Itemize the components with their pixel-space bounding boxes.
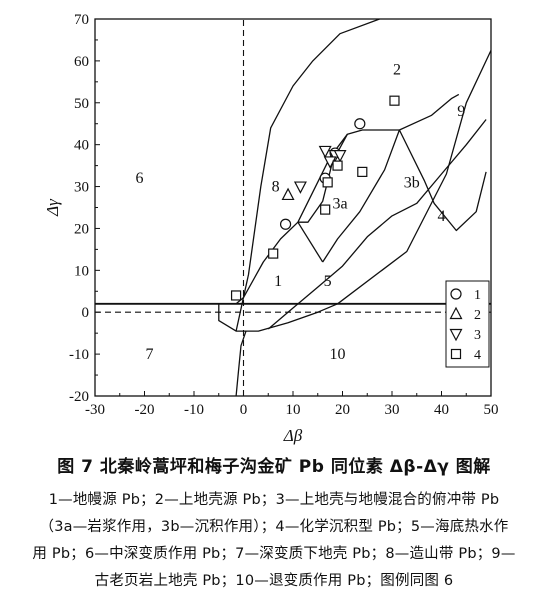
region-boundary-3 xyxy=(235,18,380,332)
legend-label-2: 2 xyxy=(474,308,481,323)
region-boundary-6 xyxy=(297,221,324,263)
x-tick-label: -10 xyxy=(184,402,204,418)
region-label-5: 5 xyxy=(324,273,332,290)
region-label-3b: 3b xyxy=(404,174,420,191)
figure-note-line-3: 用 Pb；6—中深变质作用 Pb；7—深变质下地壳 Pb；8—造山带 Pb；9— xyxy=(32,546,516,562)
y-tick-label: 40 xyxy=(74,138,89,154)
data-point-series-1 xyxy=(354,118,366,130)
y-tick-label: 70 xyxy=(74,12,89,28)
y-tick-label: 10 xyxy=(74,263,89,279)
x-axis-label: Δβ xyxy=(283,426,303,445)
x-tick-label: -20 xyxy=(135,402,155,418)
x-tick-label: 40 xyxy=(434,402,449,418)
data-point-series-4 xyxy=(230,290,242,301)
x-tick-label: 30 xyxy=(385,402,400,418)
region-label-7: 7 xyxy=(145,346,153,363)
figure-caption: 图 7 北秦岭蒿坪和梅子沟金矿 Pb 同位素 Δβ-Δγ 图解 xyxy=(57,457,491,477)
legend-label-3: 3 xyxy=(474,328,481,343)
region-label-1: 1 xyxy=(274,273,282,290)
legend: 1 2 3 4 xyxy=(445,280,490,368)
axis-ticks: -30 -20 -10 0 10 20 30 40 50-20-1001020304050607… xyxy=(43,12,499,445)
y-tick-label: 0 xyxy=(82,305,90,321)
region-boundary-1 xyxy=(218,50,492,332)
data-point-series-4 xyxy=(389,95,400,106)
data-point-series-2 xyxy=(281,187,295,201)
region-label-4: 4 xyxy=(438,208,446,225)
x-tick-label: 0 xyxy=(240,402,248,418)
x-tick-label: 10 xyxy=(286,402,301,418)
region-boundary-9 xyxy=(398,129,487,232)
plot-frame xyxy=(94,18,492,397)
legend-marker-2 xyxy=(449,306,463,320)
legend-marker-4 xyxy=(450,348,462,360)
plot-border xyxy=(94,18,492,397)
region-label-6: 6 xyxy=(136,170,144,187)
y-tick-label: 20 xyxy=(74,221,89,237)
data-point-series-4 xyxy=(320,204,331,215)
data-point-series-3 xyxy=(318,145,332,159)
x-tick-label: 20 xyxy=(335,402,350,418)
data-markers xyxy=(230,95,400,301)
y-tick-label: 30 xyxy=(74,180,89,196)
region-label-8: 8 xyxy=(272,179,280,196)
region-boundary-5 xyxy=(267,119,487,330)
region-boundaries: 1 2 3a 3b 4 5 6 7 8 9 10 xyxy=(95,18,492,397)
data-point-series-3 xyxy=(293,181,307,194)
legend-label-4: 4 xyxy=(474,348,481,363)
y-axis-label: Δγ xyxy=(43,198,62,217)
legend-marker-3 xyxy=(449,328,463,342)
region-label-9: 9 xyxy=(457,103,465,120)
x-tick-label: -30 xyxy=(85,402,105,418)
y-tick-label: -20 xyxy=(69,389,89,405)
y-tick-label: 60 xyxy=(74,54,89,70)
data-point-series-4 xyxy=(322,177,333,188)
region-boundary-8 xyxy=(322,129,401,263)
y-tick-label: -10 xyxy=(69,347,89,363)
region-boundary-4 xyxy=(235,330,247,397)
region-boundary-2 xyxy=(235,93,460,305)
data-point-series-4 xyxy=(332,160,343,171)
figure-note-line-2: （3a—岩浆作用，3b—沉积作用）；4—化学沉积型 Pb；5—海底热水作 xyxy=(39,519,509,535)
y-tick-label: 50 xyxy=(74,96,89,112)
data-point-series-4 xyxy=(357,166,368,177)
region-label-2: 2 xyxy=(393,61,401,78)
data-point-series-4 xyxy=(268,248,279,259)
figure-note-line-4: 古老页岩上地壳 Pb；10—退变质作用 Pb；图例同图 6 xyxy=(94,573,454,589)
data-point-series-1 xyxy=(279,218,292,230)
legend-marker-1 xyxy=(450,288,462,300)
data-point-series-3 xyxy=(333,150,347,163)
figure-note-line-1: 1—地幔源 Pb；2—上地壳源 Pb；3—上地壳与地幔混合的俯冲带 Pb xyxy=(48,492,500,508)
legend-label-1: 1 xyxy=(474,288,481,303)
region-label-10: 10 xyxy=(330,346,346,363)
region-label-3a: 3a xyxy=(332,195,347,212)
x-tick-label: 50 xyxy=(484,402,499,418)
